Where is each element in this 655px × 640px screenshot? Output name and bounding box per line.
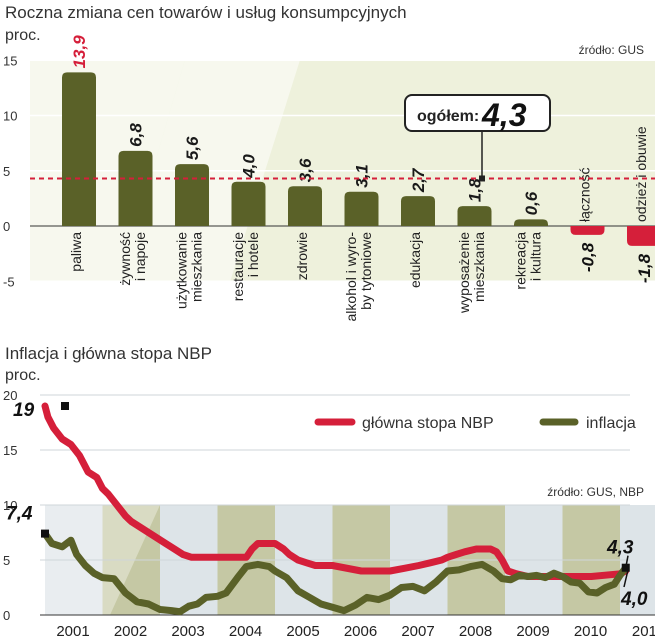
price-change-bar-chart: Roczna zmiana cen towarów i usług konsum…	[3, 3, 655, 322]
y-tick-label: 10	[3, 109, 17, 124]
bar-value-label: 2,7	[409, 167, 428, 193]
bar	[344, 191, 379, 226]
y-tick-label: -5	[3, 274, 15, 289]
reference-marker	[479, 175, 485, 182]
x-tick-label: 2005	[286, 623, 319, 640]
x-tick-label: 2010	[574, 623, 607, 640]
y-tick-label: 5	[3, 164, 10, 179]
bar-value-label: 0,6	[522, 191, 541, 215]
y-axis-label: proc.	[5, 367, 41, 384]
x-tick-label: 2007	[401, 623, 434, 640]
category-label: użytkowanie	[174, 232, 190, 309]
category-label: żywność	[117, 232, 133, 286]
category-label: rekreacja	[513, 232, 529, 290]
category-label: edukacja	[407, 232, 423, 288]
bar-value-label: 5,6	[183, 136, 202, 160]
x-tick-label: 2009	[516, 623, 549, 640]
y-tick-label: 10	[3, 498, 17, 513]
category-label: by tytoniowe	[358, 232, 374, 310]
y-tick-label: 0	[3, 608, 10, 623]
bar	[401, 196, 435, 226]
category-label: i kultura	[528, 232, 544, 281]
y-tick-label: 0	[3, 219, 10, 234]
end-rate-label: 4,0	[620, 589, 648, 610]
bar-value-label: 3,6	[296, 158, 315, 182]
x-tick-label: 2003	[171, 623, 204, 640]
start-inflation-label: 7,4	[6, 504, 33, 525]
bar-value-label: -0,8	[579, 242, 598, 272]
bar	[288, 186, 322, 226]
category-label: paliwa	[68, 232, 84, 272]
category-label: mieszkania	[189, 232, 205, 302]
legend-label: główna stopa NBP	[362, 415, 494, 432]
bar-value-label: 13,9	[70, 35, 89, 69]
bar-value-label: -1,8	[635, 253, 654, 283]
source-note: źródło: GUS	[579, 43, 644, 57]
reference-label: ogółem:	[417, 108, 479, 125]
bar-value-label: 3,1	[353, 164, 372, 188]
category-label: wyposażenie	[456, 232, 472, 314]
bar-value-label: 4,0	[240, 154, 259, 179]
x-tick-label: 2006	[344, 623, 377, 640]
point-marker	[621, 563, 630, 572]
inflation-series-line	[41, 530, 630, 616]
category-label: łączność	[577, 168, 593, 222]
end-inflation-label: 4,3	[606, 538, 634, 559]
inflation-rate-line-chart: Inflacja i główna stopa NBP proc. źródło: …	[3, 344, 655, 640]
source-note: źródło: GUS, NBP	[547, 485, 644, 499]
y-tick-label: 5	[3, 553, 10, 568]
bar	[62, 72, 96, 226]
start-rate-label: 19	[13, 400, 35, 421]
x-tick-label: 2011	[632, 623, 655, 640]
point-marker	[41, 529, 49, 538]
bar-value-label: 6,8	[127, 123, 146, 147]
x-tick-label: 2008	[459, 623, 492, 640]
point-marker	[61, 402, 69, 410]
y-axis-label: proc.	[5, 27, 41, 44]
category-label: i napoje	[132, 232, 148, 281]
reference-value: 4,3	[481, 97, 527, 133]
bar	[627, 226, 655, 246]
chart-title: Roczna zmiana cen towarów i usług konsum…	[5, 3, 407, 22]
chart-title: Inflacja i główna stopa NBP	[5, 344, 212, 363]
category-label: mieszkania	[471, 232, 487, 302]
end-rate-callout	[623, 570, 629, 588]
category-label: restauracje	[230, 232, 246, 301]
rate-series-line	[41, 402, 630, 580]
bar	[231, 181, 266, 226]
x-tick-label: 2001	[56, 623, 89, 640]
y-tick-label: 15	[3, 53, 17, 68]
category-label: alkohol i wyro-	[343, 232, 359, 322]
y-tick-label: 15	[3, 443, 17, 458]
category-label: odzież i obuwie	[633, 126, 649, 222]
bar	[175, 164, 209, 226]
legend-label: inflacja	[586, 415, 636, 432]
bar	[457, 206, 492, 226]
bar	[514, 219, 548, 226]
bar	[118, 150, 153, 226]
y-tick-label: 20	[3, 388, 17, 403]
bar-value-label: 1,8	[466, 178, 485, 202]
category-label: zdrowie	[294, 232, 310, 280]
x-tick-label: 2004	[229, 623, 262, 640]
bar	[570, 226, 605, 235]
reference-box	[404, 94, 551, 132]
category-label: i hotele	[245, 232, 261, 277]
x-tick-label: 2002	[114, 623, 147, 640]
